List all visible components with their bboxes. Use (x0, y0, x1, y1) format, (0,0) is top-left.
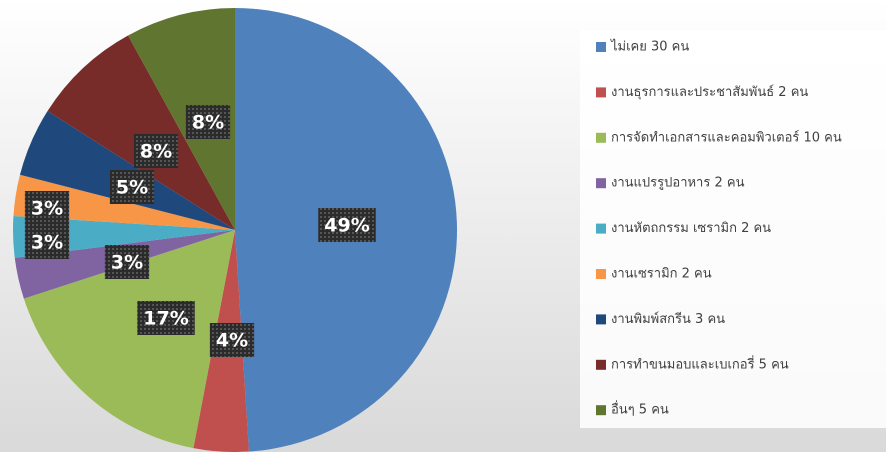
data-label: 17% (143, 308, 188, 330)
legend-swatch (596, 132, 606, 143)
legend-label: งานแปรรูปอาหาร 2 คน (611, 176, 745, 191)
legend-swatch (596, 405, 606, 416)
legend-swatch (596, 42, 606, 52)
data-label-box (109, 170, 155, 204)
data-label-box (209, 323, 255, 357)
legend-swatch (596, 178, 606, 189)
legend-swatch (596, 269, 606, 279)
data-label: 8% (140, 141, 172, 163)
data-label-box (133, 134, 179, 168)
data-label: 3% (31, 232, 63, 254)
pie-slice (128, 8, 235, 230)
data-label-box (24, 225, 70, 259)
pie-slice (23, 230, 236, 449)
data-label: 49% (324, 215, 369, 237)
legend-swatch (596, 87, 606, 98)
legend-swatch (596, 314, 606, 325)
legend-label: ไม่เคย 30 คน (610, 39, 689, 55)
data-label: 3% (111, 252, 143, 274)
legend-swatch (596, 223, 606, 234)
data-label: 4% (216, 330, 248, 352)
legend-label: งานหัตถกรรม เซรามิก 2 คน (611, 221, 771, 236)
legend-label: งานเซรามิก 2 คน (611, 267, 712, 282)
legend-label: การจัดทำเอกสารและคอมพิวเตอร์ 10 คน (611, 129, 842, 145)
legend-box (580, 30, 886, 428)
data-label-box (318, 208, 376, 242)
legend-label: งานธุรการและประชาสัมพันธ์ 2 คน (611, 84, 808, 100)
data-label: 3% (31, 198, 63, 220)
legend-swatch (596, 359, 606, 370)
data-label: 5% (116, 177, 148, 199)
data-label-box (185, 105, 231, 139)
legend-label: การทำขนมอบและเบเกอรี่ 5 คน (611, 355, 789, 372)
legend-label: อื่นๆ 5 คน (611, 401, 669, 418)
data-label-box (137, 301, 195, 335)
data-label: 8% (192, 112, 224, 134)
data-label-box (104, 245, 150, 279)
pie-slice (47, 35, 235, 230)
data-label-box (24, 191, 70, 225)
legend-label: งานพิมพ์สกรีน 3 คน (611, 311, 725, 327)
